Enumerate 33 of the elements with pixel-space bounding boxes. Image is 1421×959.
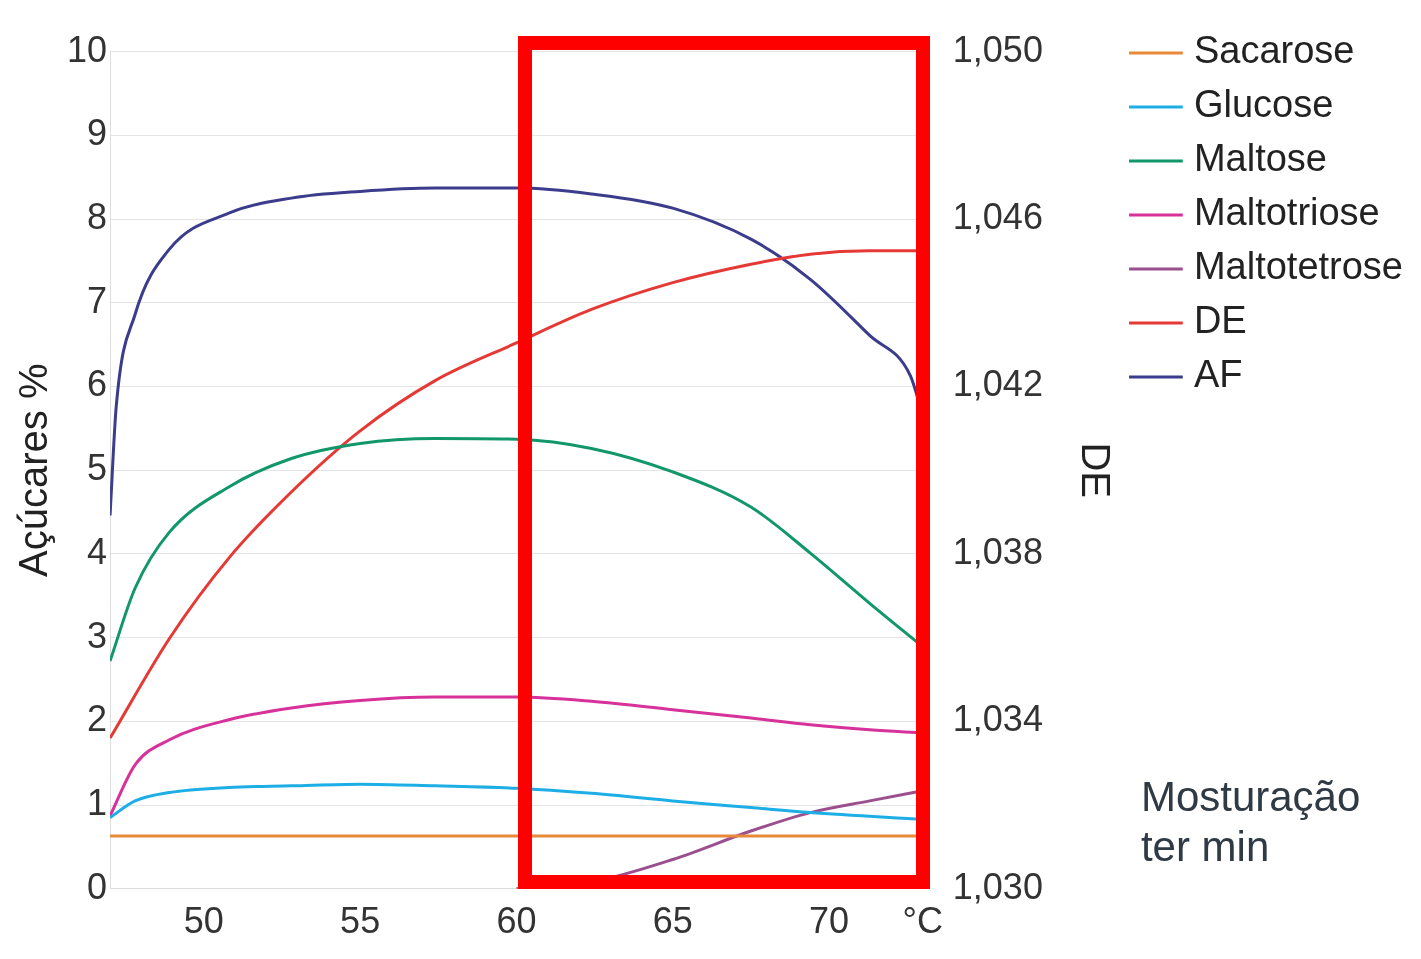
y-tick-label: 1 xyxy=(87,782,108,823)
y-tick-label: 3 xyxy=(87,614,108,656)
legend-label: AF xyxy=(1193,353,1243,396)
y2-tick-label: 1,050 xyxy=(952,28,1043,70)
y2-tick-label: 1,046 xyxy=(952,195,1043,237)
y-tick-label: 0 xyxy=(87,865,108,907)
y2-tick-label: 1,030 xyxy=(952,865,1043,907)
y-tick-label: 8 xyxy=(87,195,108,237)
y2-axis-title: DE xyxy=(1073,442,1118,498)
x-tick-label: 50 xyxy=(183,900,224,942)
y2-tick-label: 1,034 xyxy=(952,698,1043,740)
legend-label: Maltotetrose xyxy=(1193,245,1403,288)
x-tick-label: °C xyxy=(902,900,944,942)
text: Mosturação ter min xyxy=(1140,773,1361,871)
y2-tick-label: 1,042 xyxy=(952,363,1043,405)
legend-label: Maltose xyxy=(1193,137,1327,180)
legend-label: DE xyxy=(1193,299,1247,342)
y-tick-label: 6 xyxy=(87,363,108,405)
legend-label: Maltotriose xyxy=(1193,191,1380,234)
x-tick-label: 55 xyxy=(340,900,381,942)
legend-label: Sacarose xyxy=(1193,29,1355,72)
legend-label: Glucose xyxy=(1193,83,1334,126)
y-tick-label: 2 xyxy=(87,698,108,740)
x-tick-label: 65 xyxy=(652,900,693,942)
y-axis-title: Açúcares % xyxy=(11,363,56,577)
y-tick-label: 9 xyxy=(87,112,108,154)
y-tick-label: 4 xyxy=(87,530,108,572)
x-tick-label: 70 xyxy=(809,900,850,942)
y-tick-label: 5 xyxy=(87,447,108,489)
y-tick-label: 10 xyxy=(67,28,108,70)
y2-tick-label: 1,038 xyxy=(952,530,1043,572)
x-tick-label: 60 xyxy=(496,900,537,942)
y-tick-label: 7 xyxy=(87,279,108,321)
